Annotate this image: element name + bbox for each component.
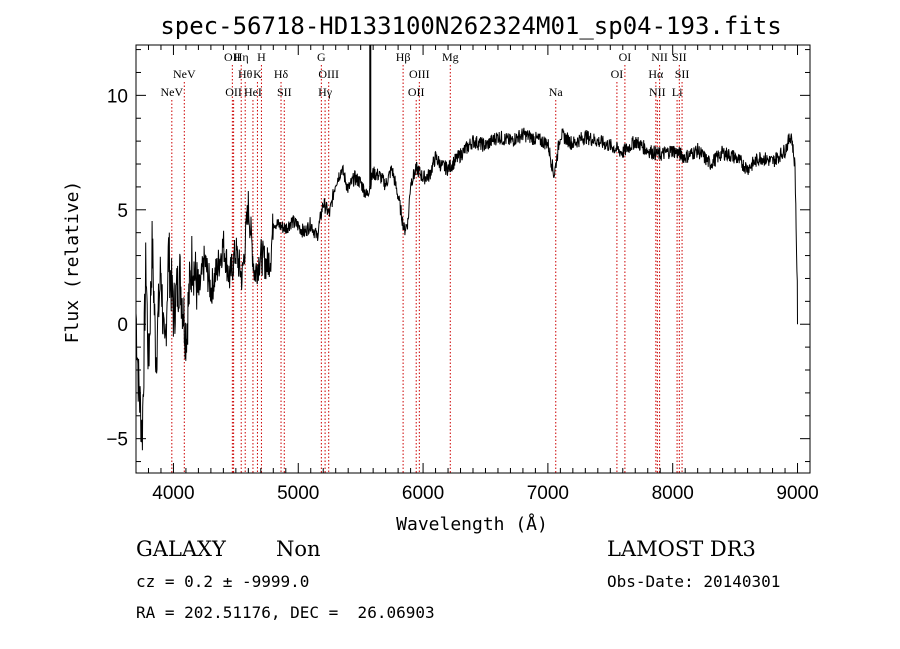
y-tick-label: −5: [106, 430, 128, 451]
x-tick-label: 5000: [277, 483, 319, 504]
chart-title: spec-56718-HD133100N262324M01_sp04-193.f…: [160, 12, 781, 40]
axes: 4000 5000 6000 7000 8000 9000 −5 0 5 10: [106, 44, 819, 504]
coordinates: RA = 202.51176, DEC = 26.06903: [136, 603, 435, 622]
line-label-21: NII: [651, 50, 668, 64]
line-label-1: NeV: [173, 67, 196, 81]
line-label-20: OI: [611, 67, 624, 81]
line-label-11: G: [317, 50, 326, 64]
line-label-24: SII: [672, 50, 687, 64]
line-label-8: K: [253, 67, 262, 81]
line-label-10: SII: [277, 85, 292, 99]
object-class: GALAXY: [136, 537, 226, 561]
line-label-14: Hβ: [396, 50, 411, 64]
y-axis-title: Flux (relative): [62, 181, 83, 344]
line-label-6: HeI: [244, 85, 262, 99]
line-label-2: OII: [224, 50, 241, 64]
y-tick-label: 10: [107, 86, 128, 107]
line-label-18: Na: [549, 85, 564, 99]
x-axis-title: Wavelength (Å): [396, 513, 548, 535]
line-label-3: OII: [225, 85, 242, 99]
y-tick-label: 0: [117, 315, 128, 336]
spectrum-series: [135, 127, 798, 451]
x-tick-label: 6000: [402, 483, 444, 504]
redshift-text: cz = 0.2 ± -9999.0: [136, 572, 310, 591]
line-label-12: OIII: [318, 67, 339, 81]
obs-date: Obs-Date: 20140301: [607, 572, 781, 591]
y-tick-label: 5: [117, 201, 128, 222]
object-subclass: Non: [276, 537, 321, 561]
spectrum-line: [135, 127, 798, 451]
plot-frame: [135, 44, 811, 474]
x-tick-label: 8000: [652, 483, 694, 504]
line-label-22: Hα: [648, 67, 664, 81]
line-label-5: Hθ: [238, 67, 253, 81]
line-label-17: Mg: [442, 50, 459, 64]
line-label-0: NeV: [160, 85, 183, 99]
line-label-13: Hγ: [318, 85, 333, 99]
line-label-26: Li: [672, 85, 683, 99]
line-label-15: OIII: [409, 67, 430, 81]
line-label-23: NII: [649, 85, 666, 99]
line-label-9: Hδ: [274, 67, 289, 81]
line-label-25: SII: [675, 67, 690, 81]
x-tick-label: 9000: [776, 483, 818, 504]
line-label-4: Hη: [234, 50, 249, 64]
line-label-7: H: [257, 50, 266, 64]
line-label-19: OI: [619, 50, 632, 64]
x-tick-label: 4000: [152, 483, 194, 504]
survey-label: LAMOST DR3: [607, 537, 756, 561]
line-label-16: OII: [408, 85, 425, 99]
x-tick-label: 7000: [527, 483, 569, 504]
